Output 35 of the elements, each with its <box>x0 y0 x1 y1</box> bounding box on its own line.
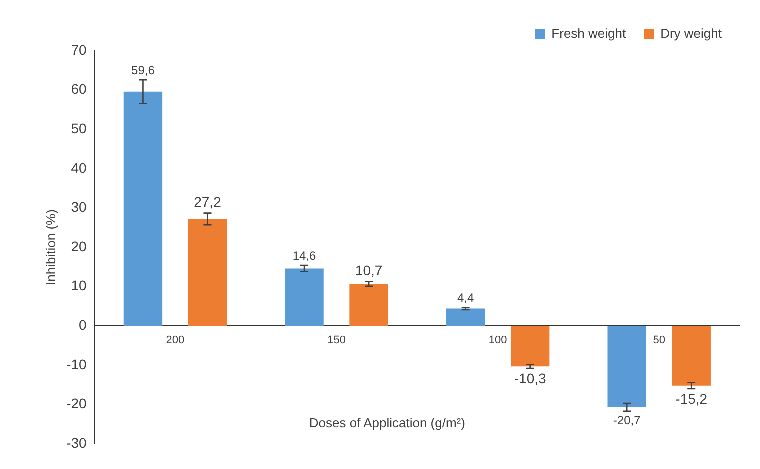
y-tick-label: -10 <box>66 356 88 372</box>
bar <box>124 92 163 326</box>
bar <box>510 326 550 367</box>
y-tick-label: 50 <box>71 120 88 136</box>
bar <box>188 219 228 326</box>
data-label: 27,2 <box>194 194 222 210</box>
bar <box>608 326 646 408</box>
bar <box>672 326 711 386</box>
y-tick-label: 10 <box>71 278 88 294</box>
x-tick-label: 200 <box>166 334 185 347</box>
bar <box>446 308 486 326</box>
data-label: -20,7 <box>613 414 642 428</box>
y-tick-label: 60 <box>71 81 88 98</box>
legend-label: Fresh weight <box>552 26 626 42</box>
x-axis-title: Doses of Application (g/m²) <box>309 416 466 431</box>
y-tick-label: 0 <box>79 316 88 333</box>
data-label: 4,4 <box>457 290 474 305</box>
x-tick-label: 50 <box>653 334 666 347</box>
y-tick-label: -30 <box>66 434 88 451</box>
data-label: 10,7 <box>355 262 383 279</box>
data-label: -10,3 <box>514 370 546 386</box>
bar <box>350 284 388 326</box>
bar <box>285 268 324 326</box>
y-axis-title: Inhibition (%) <box>43 210 58 286</box>
data-label: 14,6 <box>292 248 317 263</box>
legend-label: Dry weight <box>660 26 722 42</box>
data-label: -15,2 <box>676 390 708 407</box>
y-tick-label: -20 <box>66 396 88 412</box>
y-tick-label: 40 <box>71 160 88 176</box>
y-tick-label: 20 <box>71 238 88 254</box>
data-label: 59,6 <box>132 63 156 78</box>
x-tick-label: 100 <box>488 334 508 347</box>
x-tick-label: 150 <box>328 334 346 347</box>
y-tick-label: 30 <box>71 199 88 216</box>
y-tick-label: 70 <box>71 42 88 58</box>
